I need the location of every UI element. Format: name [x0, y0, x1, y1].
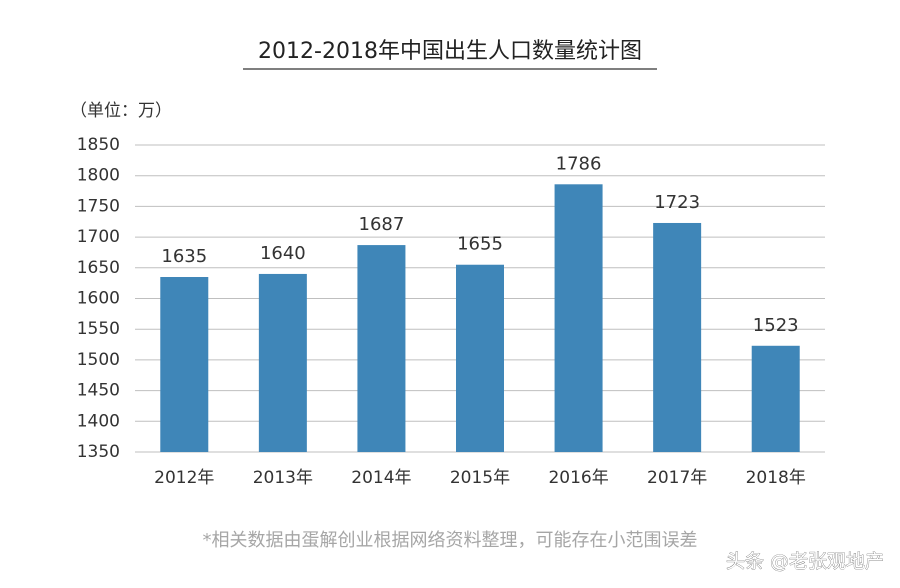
x-tick-label: 2016年: [548, 468, 608, 488]
y-tick-label: 1450: [77, 381, 120, 401]
x-tick-label: 2012年: [154, 468, 214, 488]
unit-label: （单位：万）: [70, 101, 172, 121]
value-label: 1640: [260, 243, 306, 264]
y-tick-label: 1800: [77, 166, 120, 186]
bar: [751, 345, 800, 452]
value-label: 1523: [753, 315, 799, 336]
y-tick-label: 1850: [77, 135, 120, 155]
bar: [554, 184, 603, 452]
footnote: *相关数据由蛋解创业根据网络资料整理，可能存在小范围误差: [203, 530, 698, 551]
bar: [653, 222, 702, 452]
x-tick-label: 2014年: [351, 468, 411, 488]
x-tick-label: 2018年: [746, 468, 806, 488]
value-label: 1786: [556, 153, 602, 174]
y-tick-label: 1350: [77, 442, 120, 462]
value-label: 1723: [654, 192, 700, 213]
y-tick-label: 1600: [77, 289, 120, 309]
chart-title: 2012-2018年中国出生人口数量统计图: [258, 39, 642, 64]
y-tick-label: 1650: [77, 258, 120, 278]
value-label: 1687: [359, 214, 405, 235]
y-tick-label: 1700: [77, 227, 120, 247]
x-tick-label: 2013年: [253, 468, 313, 488]
bar: [357, 245, 406, 452]
bar: [456, 264, 504, 452]
x-tick-label: 2017年: [647, 468, 707, 488]
value-label: 1655: [457, 234, 503, 255]
value-label: 1635: [161, 246, 207, 267]
bar: [160, 277, 209, 452]
y-tick-label: 1750: [77, 196, 120, 216]
bar: [258, 273, 307, 452]
y-tick-label: 1550: [77, 319, 120, 339]
y-tick-label: 1400: [77, 411, 120, 431]
y-tick-label: 1500: [77, 350, 120, 370]
watermark: 头条 @老张观地产: [726, 551, 884, 573]
x-tick-label: 2015年: [450, 468, 510, 488]
